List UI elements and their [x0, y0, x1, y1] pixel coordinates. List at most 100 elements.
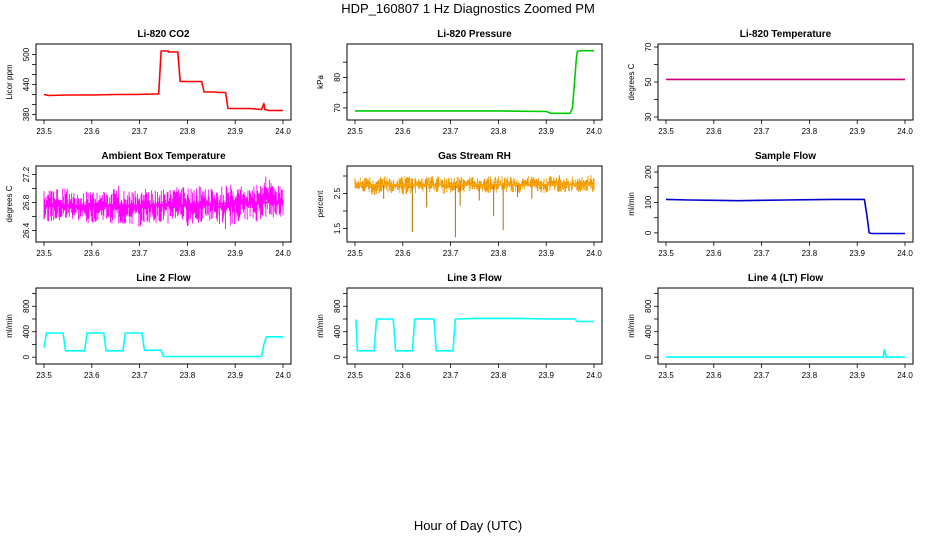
panel-title: Li-820 Temperature [740, 29, 832, 40]
plot-frame [346, 287, 603, 365]
x-tick-label: 23.5 [347, 127, 363, 136]
x-tick-label: 23.5 [658, 371, 674, 380]
plot-area [43, 332, 283, 358]
chart-panel-6: Sample Flow 23.5 23.6 23.7 23.8 23.9 24.0 0 100 2… [627, 151, 914, 258]
chart-panel-3: Li-820 Temperature 23.5 23.6 23.7 23.8 23.9 24… [627, 29, 914, 136]
chart-panel-1: Li-820 CO2 23.5 23.6 23.7 23.8 23.9 24.0 380 440… [5, 29, 292, 136]
y-tick-label: 380 [22, 107, 31, 121]
x-tick-label: 23.6 [84, 127, 100, 136]
x-tick-label: 23.8 [802, 127, 818, 136]
y-tick-label: 800 [644, 299, 653, 313]
chart-panel-7: Line 2 Flow 23.5 23.6 23.7 23.8 23.9 24.0 0 400 8… [5, 273, 292, 380]
y-tick-label: 800 [22, 299, 31, 313]
y-tick-label: 26.4 [22, 222, 31, 238]
x-tick-label: 23.6 [395, 127, 411, 136]
y-tick-label: 200 [644, 165, 653, 179]
x-tick-label: 23.8 [180, 371, 196, 380]
y-tick-label: 400 [22, 325, 31, 339]
y-axis-label: degrees C [5, 185, 14, 222]
x-tick-label: 23.8 [802, 249, 818, 258]
x-tick-label: 24.0 [586, 127, 602, 136]
panel-title: Li-820 CO2 [137, 29, 190, 40]
x-tick-label: 23.5 [658, 249, 674, 258]
x-tick-label: 23.9 [538, 371, 554, 380]
x-tick-label: 24.0 [275, 127, 291, 136]
x-tick-label: 24.0 [275, 249, 291, 258]
y-axis-label: ml/min [627, 192, 636, 216]
panel-title: Line 2 Flow [136, 273, 191, 284]
x-tick-label: 24.0 [586, 371, 602, 380]
y-axis-label: degrees C [627, 63, 636, 100]
x-tick-label: 23.8 [180, 127, 196, 136]
y-tick-label: 0 [644, 230, 653, 235]
x-tick-label: 23.7 [443, 371, 459, 380]
x-tick-label: 23.9 [538, 127, 554, 136]
x-tick-label: 23.9 [227, 249, 243, 258]
panel-title: Sample Flow [755, 151, 816, 162]
series-line [355, 49, 594, 115]
x-tick-label: 23.8 [491, 371, 507, 380]
x-tick-label: 23.6 [395, 371, 411, 380]
x-tick-label: 23.6 [706, 249, 722, 258]
y-tick-label: 70 [333, 103, 342, 112]
x-tick-label: 23.5 [36, 371, 52, 380]
panel-title: Ambient Box Temperature [101, 151, 226, 162]
x-tick-label: 23.8 [180, 249, 196, 258]
plot-area [665, 198, 905, 235]
y-tick-label: 100 [644, 195, 653, 209]
plot-frame [346, 165, 603, 243]
x-tick-label: 23.7 [132, 127, 148, 136]
x-tick-label: 23.6 [706, 127, 722, 136]
x-tick-label: 23.7 [754, 249, 770, 258]
x-axis-label: Hour of Day (UTC) [413, 518, 523, 533]
page-title: HDP_160807 1 Hz Diagnostics Zoomed PM [341, 1, 595, 16]
y-axis-label: Licor ppm [5, 64, 14, 99]
y-axis-label: ml/min [5, 314, 14, 338]
y-tick-label: 80 [333, 72, 342, 81]
y-axis-label: ml/min [627, 314, 636, 338]
y-tick-label: 0 [644, 354, 653, 359]
x-tick-label: 23.8 [802, 371, 818, 380]
x-tick-label: 23.8 [491, 127, 507, 136]
chart-panel-9: Line 4 (LT) Flow 23.5 23.6 23.7 23.8 23.9 24.0… [627, 273, 914, 380]
plot-frame [35, 165, 292, 243]
x-tick-label: 23.9 [849, 371, 865, 380]
y-tick-label: 440 [22, 77, 31, 91]
y-tick-label: 70 [644, 42, 653, 51]
x-tick-label: 24.0 [897, 371, 913, 380]
x-tick-label: 23.7 [443, 249, 459, 258]
y-tick-label: 30 [644, 112, 653, 121]
chart-panel-4: Ambient Box Temperature 23.5 23.6 23.7 23.8 2… [5, 151, 292, 258]
x-tick-label: 23.7 [443, 127, 459, 136]
series-line [43, 50, 283, 112]
plot-frame [346, 43, 603, 121]
y-axis-label: kPa [316, 75, 325, 89]
series-line [43, 332, 283, 358]
y-tick-label: 400 [333, 325, 342, 339]
y-tick-label: 800 [333, 299, 342, 313]
x-tick-label: 23.7 [132, 249, 148, 258]
y-tick-label: 1.5 [333, 222, 342, 234]
chart-panel-8: Line 3 Flow 23.5 23.6 23.7 23.8 23.9 24.0 0 400 8… [316, 273, 603, 380]
x-tick-label: 23.5 [36, 249, 52, 258]
y-tick-label: 500 [22, 47, 31, 61]
x-tick-label: 24.0 [897, 127, 913, 136]
x-tick-label: 24.0 [275, 371, 291, 380]
y-tick-label: 0 [22, 354, 31, 359]
y-tick-label: 2.5 [333, 187, 342, 199]
y-tick-label: 50 [644, 77, 653, 86]
x-tick-label: 24.0 [586, 249, 602, 258]
y-tick-label: 400 [644, 325, 653, 339]
x-tick-label: 24.0 [897, 249, 913, 258]
x-tick-label: 23.6 [84, 249, 100, 258]
y-tick-label: 0 [333, 354, 342, 359]
x-tick-label: 23.8 [491, 249, 507, 258]
x-tick-label: 23.5 [347, 249, 363, 258]
x-tick-label: 23.6 [706, 371, 722, 380]
series-line [666, 349, 905, 358]
plot-area [355, 49, 594, 115]
panel-title: Line 4 (LT) Flow [748, 273, 824, 284]
x-tick-label: 23.5 [658, 127, 674, 136]
x-tick-label: 23.6 [84, 371, 100, 380]
